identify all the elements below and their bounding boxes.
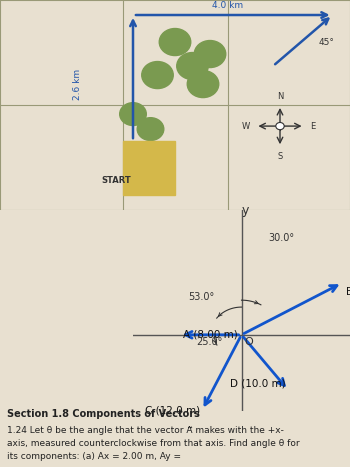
Circle shape <box>142 62 173 89</box>
Text: its components: (a) Ax = 2.00 m, Ay =: its components: (a) Ax = 2.00 m, Ay = <box>7 453 181 461</box>
Text: 1.24 Let θ be the angle that the vector A⃗ makes with the +x-: 1.24 Let θ be the angle that the vector … <box>7 426 284 435</box>
Text: START: START <box>102 176 131 185</box>
Text: 53.0°: 53.0° <box>188 292 214 302</box>
Text: y: y <box>242 204 249 217</box>
Text: W: W <box>242 121 250 131</box>
Text: N: N <box>277 92 283 100</box>
Text: 4.0 km: 4.0 km <box>212 0 243 9</box>
Text: C (12.0 m): C (12.0 m) <box>145 405 200 415</box>
Circle shape <box>194 41 226 68</box>
Bar <box>122 141 175 195</box>
Circle shape <box>137 118 164 141</box>
Text: O: O <box>245 337 253 347</box>
Text: B (15.0 m): B (15.0 m) <box>346 286 350 297</box>
Circle shape <box>187 71 219 98</box>
Text: axis, measured counterclockwise from that axis. Find angle θ for: axis, measured counterclockwise from tha… <box>7 439 300 448</box>
Text: 25.0°: 25.0° <box>197 337 223 347</box>
Circle shape <box>120 103 146 126</box>
Text: 30.0°: 30.0° <box>269 234 295 243</box>
Circle shape <box>159 28 191 56</box>
Text: Section 1.8 Components of Vectors: Section 1.8 Components of Vectors <box>7 409 200 419</box>
Text: S: S <box>277 152 283 161</box>
Text: E: E <box>310 121 315 131</box>
Text: 45°: 45° <box>318 38 334 47</box>
Circle shape <box>177 52 208 79</box>
Text: 2.6 km: 2.6 km <box>74 69 83 99</box>
Text: D (10.0 m): D (10.0 m) <box>230 378 286 388</box>
Text: A (8.00 m): A (8.00 m) <box>183 330 237 340</box>
Circle shape <box>276 122 284 130</box>
